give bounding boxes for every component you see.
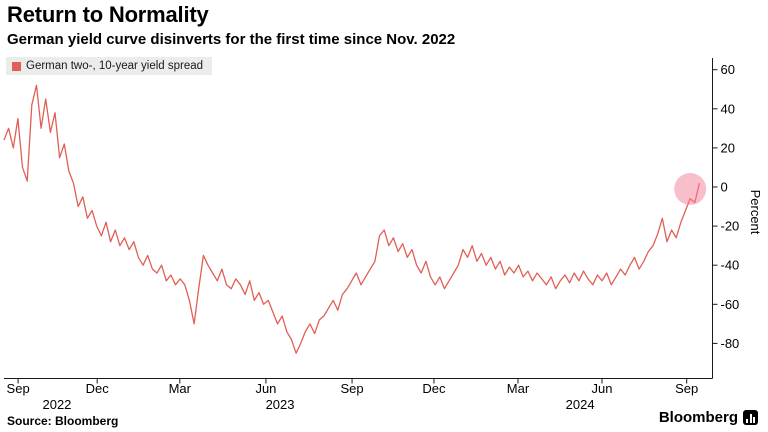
x-tick-label: Sep xyxy=(340,381,363,396)
year-label: 2022 xyxy=(42,397,71,412)
x-tick-label: Mar xyxy=(507,381,530,396)
x-tick-label: Dec xyxy=(86,381,110,396)
y-tick-label: 20 xyxy=(721,140,735,155)
y-tick-label: 60 xyxy=(721,62,735,77)
header: Return to Normality German yield curve d… xyxy=(7,2,455,48)
y-tick-label: 40 xyxy=(721,101,735,116)
page-title: Return to Normality xyxy=(7,2,209,27)
legend-label: German two-, 10-year yield spread xyxy=(26,60,204,72)
x-tick-label: Sep xyxy=(675,381,698,396)
y-tick-label: 0 xyxy=(721,180,728,195)
x-tick-label: Mar xyxy=(169,381,192,396)
bloomberg-terminal-icon xyxy=(743,410,758,425)
y-tick-label: -40 xyxy=(721,258,740,273)
source-note: Source: Bloomberg xyxy=(7,414,119,428)
year-label: 2024 xyxy=(566,397,595,412)
legend: German two-, 10-year yield spread xyxy=(6,57,213,75)
x-tick-label: Jun xyxy=(591,381,612,396)
x-tick-label: Dec xyxy=(422,381,446,396)
x-tick-label: Jun xyxy=(255,381,276,396)
spread-line xyxy=(3,84,701,354)
y-tick-label: -80 xyxy=(721,336,740,351)
x-tick-label: Sep xyxy=(7,381,30,396)
bloomberg-logo: Bloomberg xyxy=(659,409,758,426)
y-tick-label: -20 xyxy=(721,219,740,234)
y-tick-label: -60 xyxy=(721,297,740,312)
legend-swatch-icon xyxy=(12,61,21,71)
bloomberg-logo-text: Bloomberg xyxy=(658,409,738,426)
y-axis-title: Percent xyxy=(748,190,763,235)
year-label: 2023 xyxy=(266,397,295,412)
highlight-circle xyxy=(674,173,707,205)
page-subtitle: German yield curve disinverts for the fi… xyxy=(7,31,456,48)
